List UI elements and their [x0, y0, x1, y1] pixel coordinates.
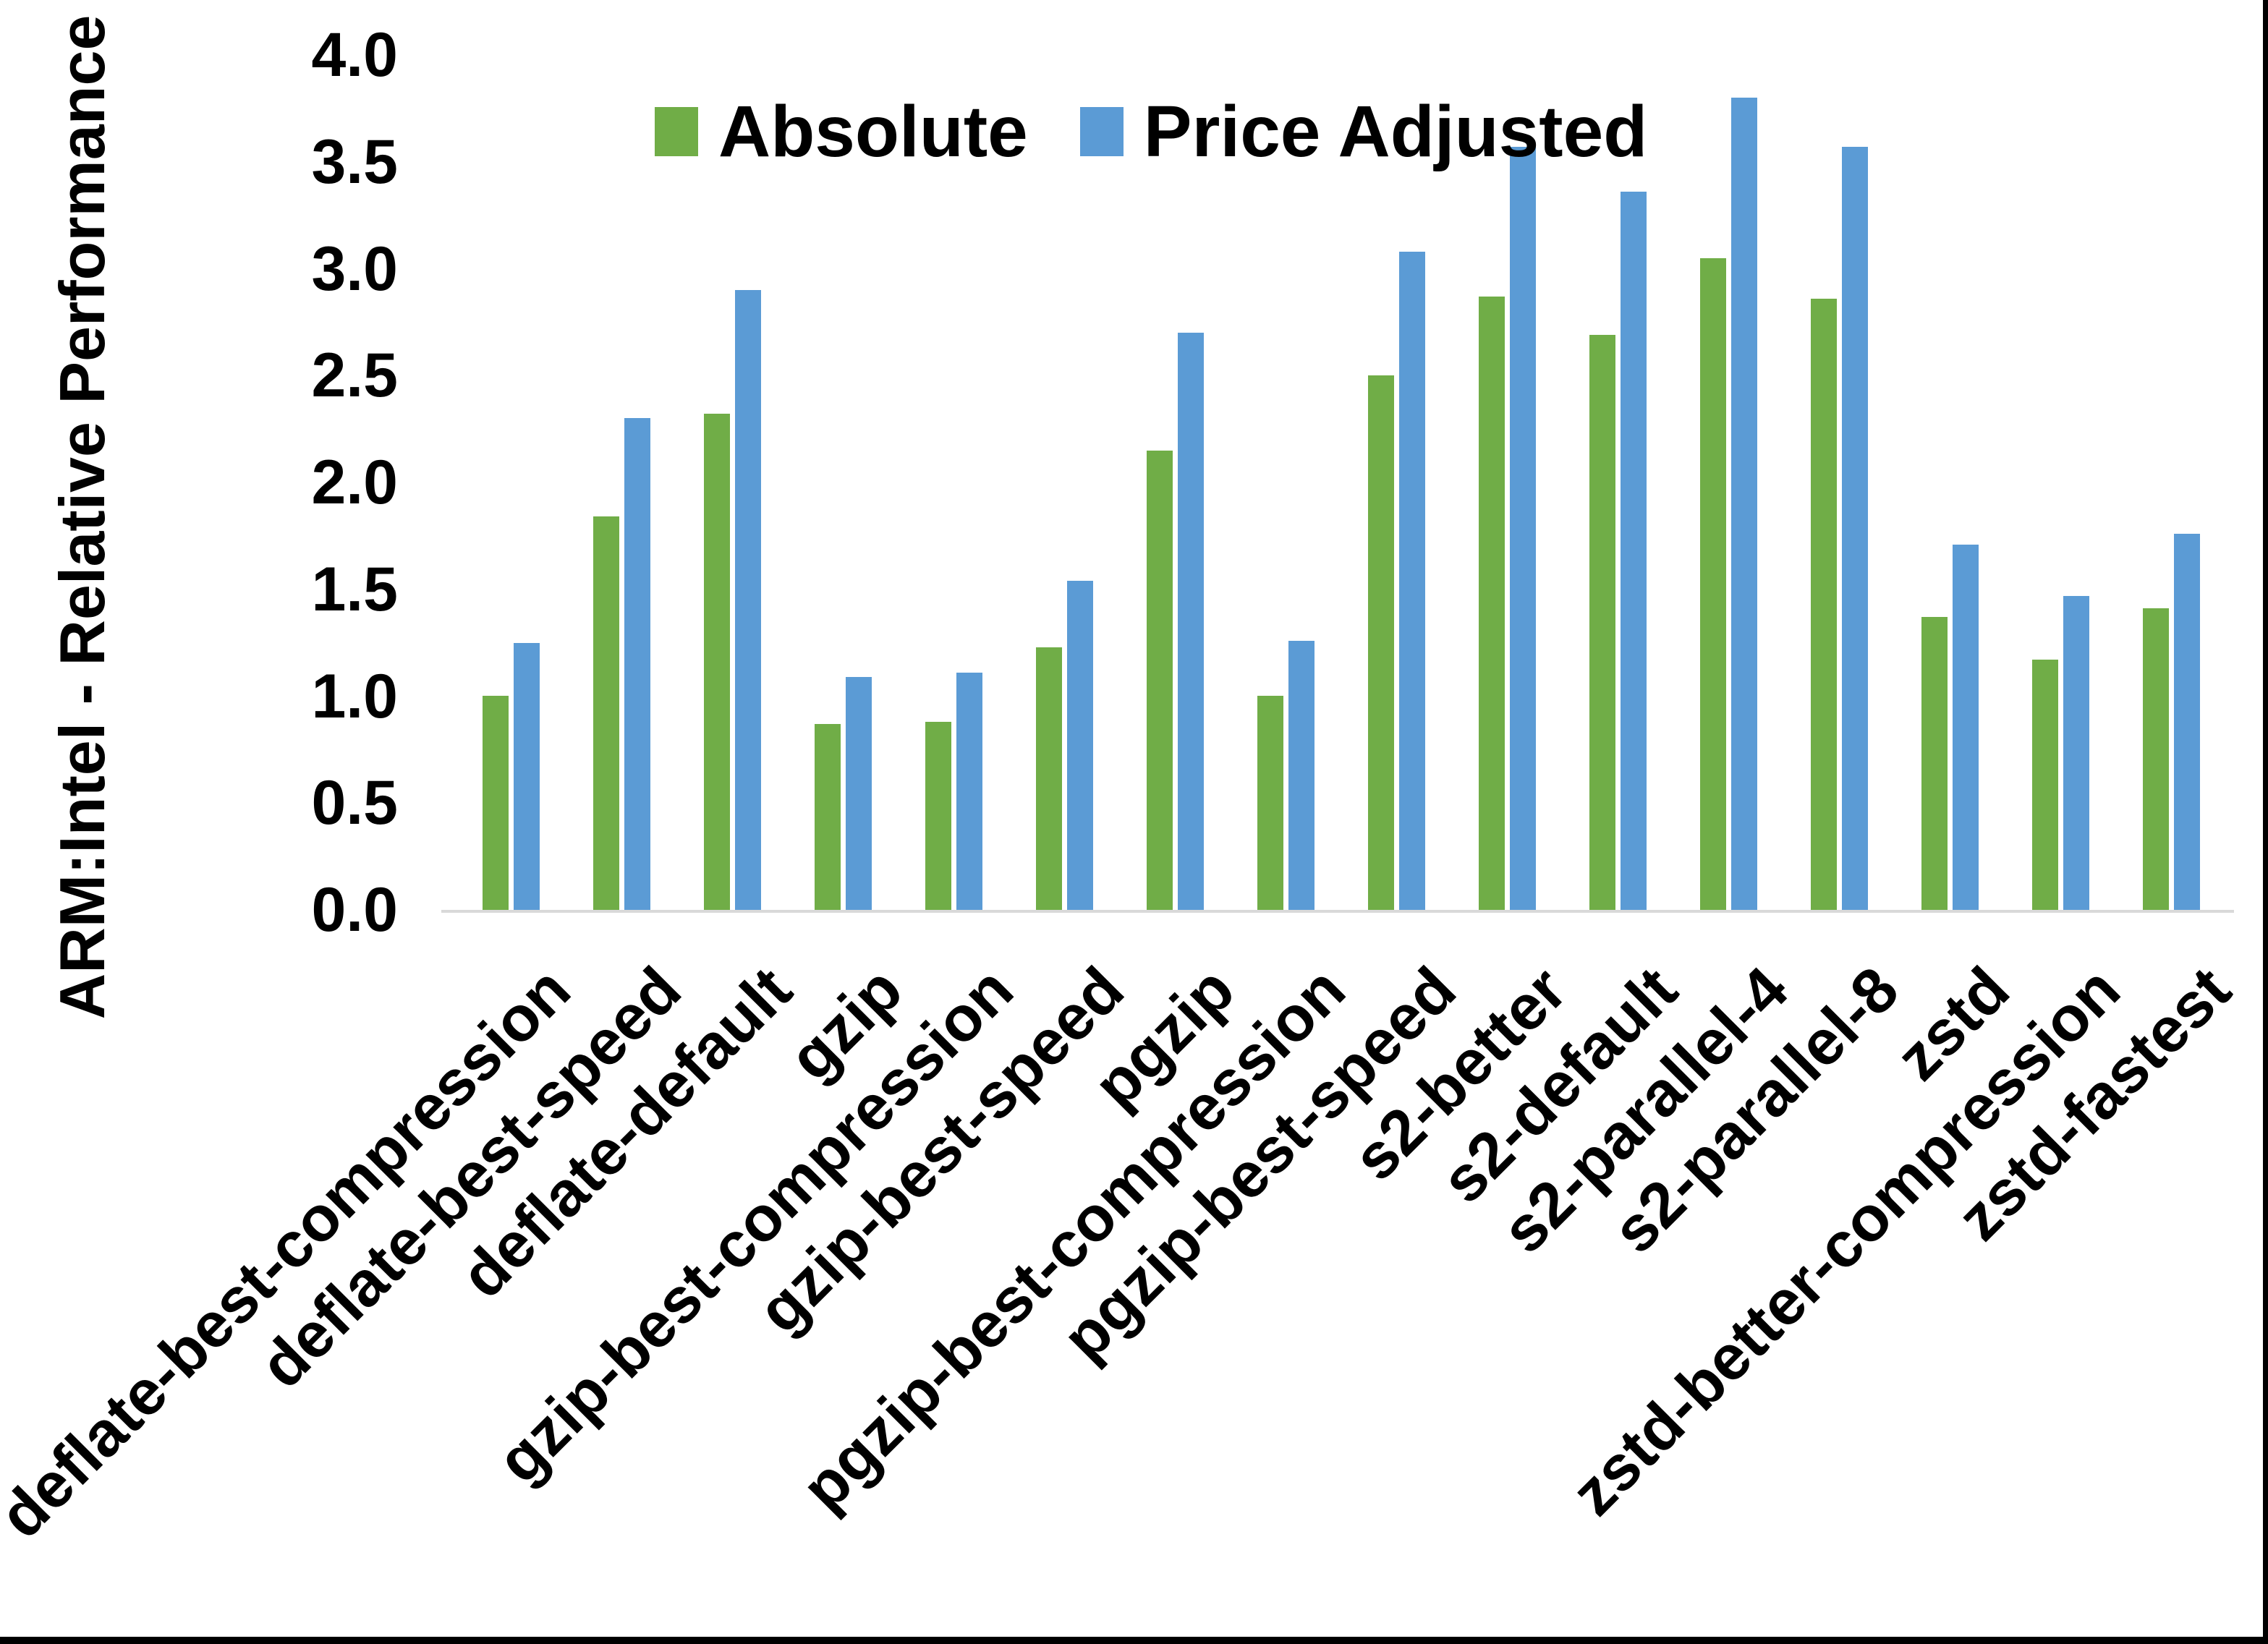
bar-price-adjusted: [956, 673, 982, 910]
bar-absolute: [925, 722, 951, 910]
bar-price-adjusted: [1620, 192, 1647, 910]
bar-price-adjusted: [1952, 545, 1979, 910]
bar-absolute: [1921, 617, 1948, 910]
bar-price-adjusted: [1398, 252, 1425, 910]
y-axis-tick-label: 1.5: [311, 554, 398, 624]
y-axis-tick-label: 2.5: [311, 341, 398, 411]
y-axis-tick-label: 0.0: [311, 875, 398, 945]
bar-absolute: [1257, 696, 1283, 910]
bar-absolute: [2031, 660, 2058, 910]
bar-price-adjusted: [1509, 147, 1536, 910]
bar-price-adjusted: [1841, 147, 1868, 910]
bar-price-adjusted: [2063, 596, 2089, 910]
bar-absolute: [1146, 451, 1173, 910]
bar-absolute: [1478, 297, 1505, 910]
bar-price-adjusted: [1066, 581, 1093, 910]
legend-swatch-icon: [1079, 107, 1124, 156]
bar-absolute: [1367, 375, 1394, 910]
bar-absolute: [482, 696, 509, 910]
bar-price-adjusted: [513, 643, 540, 910]
bar-absolute: [814, 724, 841, 910]
bar-absolute: [593, 516, 619, 910]
y-axis-tick-label: 3.5: [311, 127, 398, 197]
bar-price-adjusted: [1177, 333, 1204, 910]
bar-absolute: [1035, 647, 1062, 910]
bar-price-adjusted: [1730, 98, 1757, 910]
y-axis-tick-label: 2.0: [311, 448, 398, 517]
x-axis-line: [441, 910, 2234, 913]
legend: Absolute Price Adjusted: [655, 95, 1647, 168]
bar-absolute: [1810, 299, 1837, 910]
bar-price-adjusted: [624, 418, 650, 910]
y-axis-tick-label: 0.5: [311, 768, 398, 838]
legend-swatch-icon: [655, 107, 698, 156]
legend-label: Price Adjusted: [1143, 91, 1648, 172]
screenshot-right-border: [2263, 0, 2268, 1644]
legend-label: Absolute: [718, 91, 1028, 172]
legend-item-price-adjusted: Price Adjusted: [1079, 91, 1648, 172]
bar-price-adjusted: [2173, 534, 2200, 910]
bar-absolute: [1589, 335, 1615, 910]
bar-price-adjusted: [845, 677, 872, 910]
bar-price-adjusted: [1288, 641, 1314, 910]
bar-absolute: [703, 414, 730, 910]
bar-price-adjusted: [734, 290, 761, 910]
y-axis-tick-label: 4.0: [311, 20, 398, 90]
bar-absolute: [2142, 608, 2169, 910]
bar-absolute: [1699, 258, 1726, 910]
y-axis-tick-label: 3.0: [311, 234, 398, 304]
y-axis-tick-label: 1.0: [311, 661, 398, 731]
legend-item-absolute: Absolute: [655, 95, 1028, 168]
screenshot-bottom-border: [0, 1637, 2268, 1644]
